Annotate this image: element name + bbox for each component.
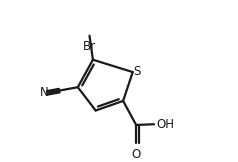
Text: S: S: [134, 65, 141, 78]
Text: N: N: [40, 86, 48, 99]
Text: O: O: [132, 148, 141, 161]
Text: Br: Br: [83, 40, 96, 53]
Text: OH: OH: [156, 118, 174, 131]
